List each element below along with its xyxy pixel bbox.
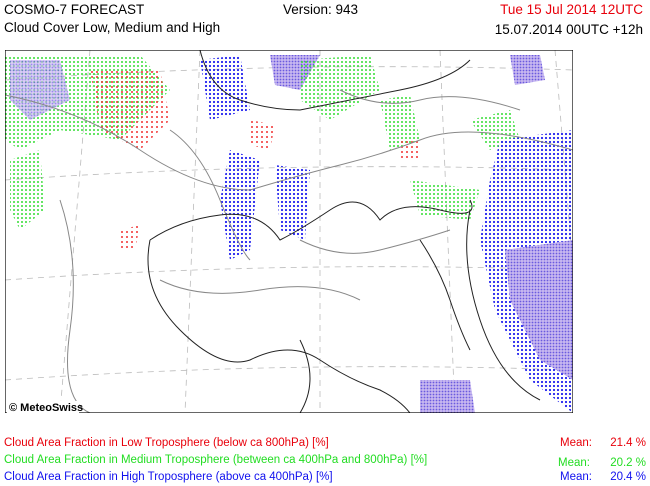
mean-value: 21.4 %: [610, 437, 646, 449]
legend-label: Cloud Area Fraction in Low Troposphere (…: [4, 437, 329, 449]
run-time: 15.07.2014 00UTC +12h: [494, 22, 643, 37]
copyright-box: © MeteoSwiss: [7, 401, 83, 414]
mean-value: 20.2 %: [610, 457, 646, 469]
mean-label: Mean:: [560, 437, 592, 449]
mean-label: Mean:: [560, 471, 592, 483]
legend-label: Cloud Area Fraction in High Troposphere …: [4, 471, 333, 483]
title: COSMO-7 FORECAST: [4, 2, 145, 17]
subtitle: Cloud Cover Low, Medium and High: [4, 20, 221, 35]
mean-value: 20.4 %: [610, 471, 646, 483]
version: Version: 943: [283, 2, 359, 17]
valid-time: Tue 15 Jul 2014 12UTC: [500, 2, 643, 17]
mean-label: Mean:: [558, 457, 590, 469]
map-content: [5, 50, 573, 413]
legend-label: Cloud Area Fraction in Medium Tropospher…: [4, 454, 428, 466]
copyright: © MeteoSwiss: [9, 402, 83, 414]
